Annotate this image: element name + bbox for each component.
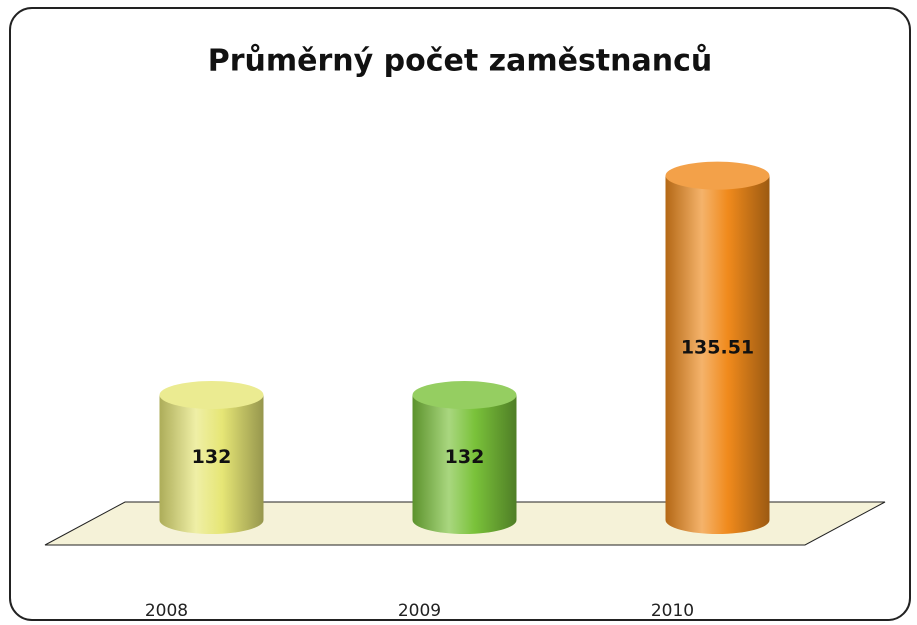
bar — [665, 175, 770, 535]
bar-top — [412, 381, 517, 409]
bar-top — [159, 381, 264, 409]
value-label: 132 — [445, 446, 485, 468]
x-tick-label: 2010 — [651, 601, 694, 621]
bar — [412, 395, 517, 535]
value-label: 135.51 — [681, 336, 754, 358]
chart-title: Průměrný počet zaměstnanců — [208, 43, 713, 79]
value-label: 132 — [192, 446, 232, 468]
bar — [159, 395, 264, 535]
x-tick-label: 2009 — [398, 601, 441, 621]
bar-top — [665, 161, 770, 190]
x-tick-label: 2008 — [145, 601, 188, 621]
